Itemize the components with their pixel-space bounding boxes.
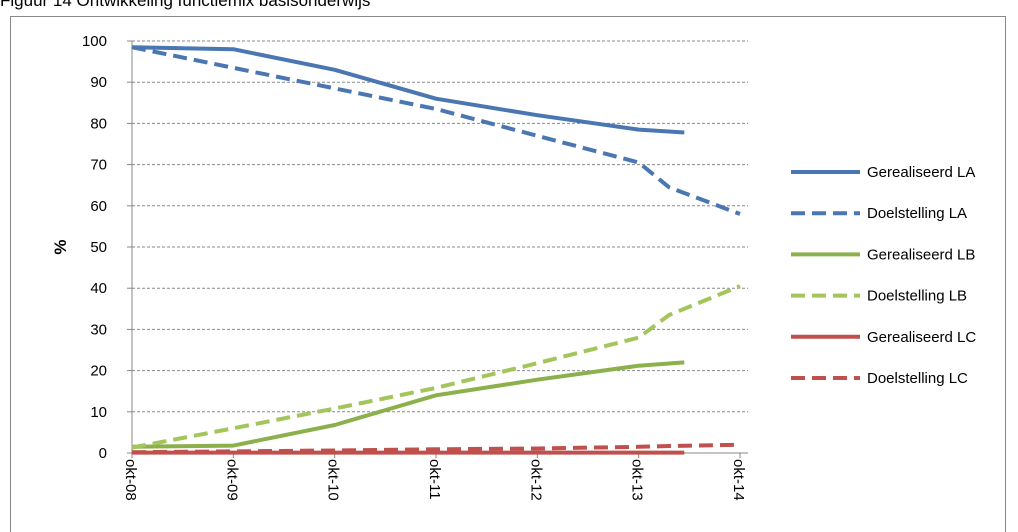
series-line-gerealiseerd-la	[131, 45, 685, 135]
legend-label: Doelstelling LA	[867, 205, 967, 222]
x-tick-label: okt-12	[527, 459, 544, 501]
legend: Gerealiseerd LA Doelstelling LA Gerealisee…	[791, 164, 976, 387]
x-tick-label: okt-10	[325, 459, 342, 501]
x-tick-label: okt-14	[730, 459, 747, 501]
series-lines	[131, 45, 741, 455]
y-tick-label: 0	[99, 445, 107, 462]
series-line-doelstelling-la	[131, 45, 741, 216]
x-tick-labels: okt-08 okt-09 okt-10 okt-11 okt-12 okt-13 okt-…	[122, 453, 747, 501]
legend-label: Gerealiseerd LC	[867, 329, 976, 346]
y-tick-label: 30	[90, 321, 107, 338]
series-line-doelstelling-lc	[131, 442, 741, 455]
y-axis-label: %	[51, 239, 70, 254]
x-tick-label: okt-08	[122, 459, 139, 501]
x-tick-label: okt-13	[629, 459, 646, 501]
figure-title: Figuur 14 Ontwikkeling functiemix basiso…	[0, 0, 371, 10]
y-tick-label: 70	[90, 157, 107, 174]
y-tick-label: 100	[82, 33, 107, 50]
y-tick-label: 90	[90, 74, 107, 91]
legend-label: Gerealiseerd LB	[867, 246, 975, 263]
legend-label: Doelstelling LB	[867, 288, 967, 305]
legend-label: Gerealiseerd LA	[867, 164, 975, 181]
y-tick-label: 60	[90, 198, 107, 215]
y-tick-label: 40	[90, 280, 107, 297]
y-tick-label: 10	[90, 404, 107, 421]
legend-label: Doelstelling LC	[867, 370, 968, 387]
series-line-doelstelling-lb	[131, 284, 741, 450]
chart-frame	[10, 16, 1006, 532]
y-tick-label: 50	[90, 239, 107, 256]
series-line-gerealiseerd-lb	[131, 360, 685, 449]
x-tick-label: okt-09	[223, 459, 240, 501]
x-tick-label: okt-11	[426, 459, 443, 500]
y-tick-label: 20	[90, 363, 107, 380]
y-tick-labels: 0 10 20 30 40 50 60 70 80 90 100	[82, 33, 107, 462]
gridlines	[127, 40, 748, 454]
y-tick-label: 80	[90, 115, 107, 132]
